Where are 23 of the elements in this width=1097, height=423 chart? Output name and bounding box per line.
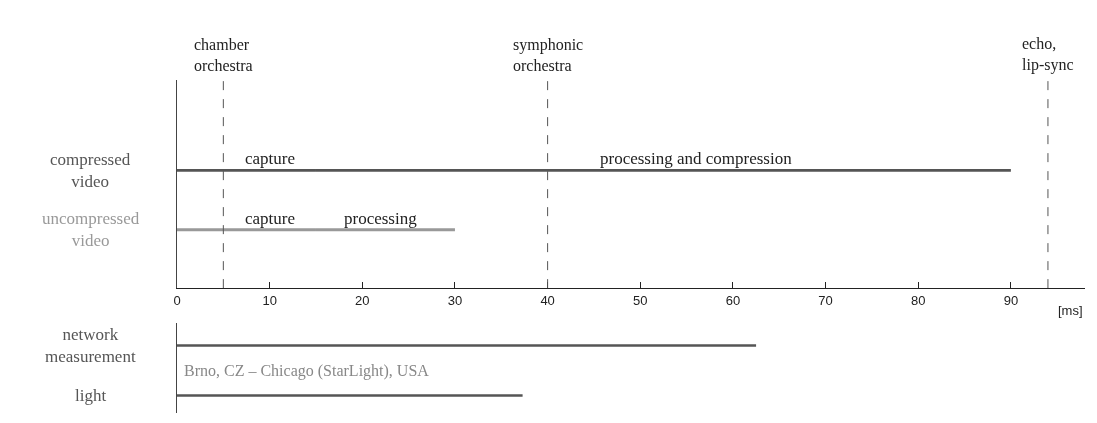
category-label: network measurement — [45, 325, 136, 367]
x-axis-title: [ms] — [1058, 303, 1083, 318]
x-tick-label: 50 — [633, 292, 648, 308]
annotation: capture — [245, 149, 296, 168]
x-tick-label: 90 — [1003, 292, 1019, 308]
x-tick-label: 0 — [173, 292, 181, 308]
x-tick-label: 60 — [725, 292, 741, 308]
x-tick-label: 40 — [540, 292, 555, 308]
ref-line-label: echo, lip-sync — [1022, 35, 1074, 74]
annotation: Brno, CZ – Chicago (StarLight), USA — [184, 362, 430, 380]
annotation: capture — [245, 209, 296, 228]
y-tick-label: compressed video — [50, 150, 131, 192]
x-tick-label: 20 — [355, 292, 370, 308]
category-label: light — [75, 386, 107, 405]
y-tick-label: uncompressed video — [42, 209, 140, 251]
x-tick-label: 10 — [262, 292, 277, 308]
annotation: processing and compression — [600, 149, 793, 168]
annotation: processing — [344, 209, 418, 228]
x-tick-label: 30 — [447, 292, 463, 308]
ref-line-label: symphonic orchestra — [513, 36, 584, 74]
x-tick-label: 70 — [818, 292, 833, 308]
x-tick-label: 80 — [910, 292, 926, 308]
ref-line-label: chamber orchestra — [194, 36, 253, 74]
